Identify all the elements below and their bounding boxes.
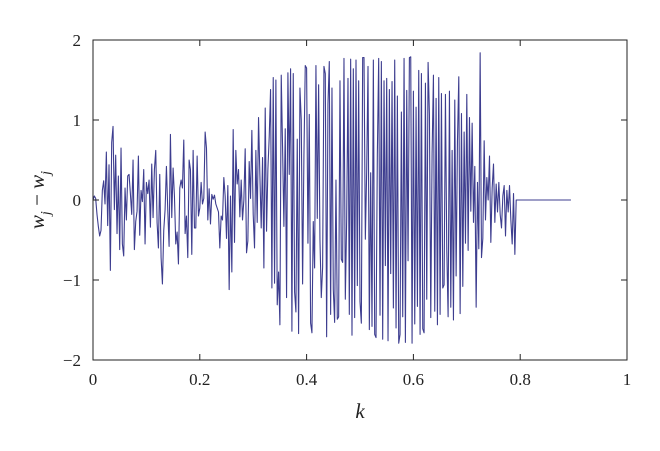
y-label-part-b-subscript: j: [39, 171, 54, 177]
plot-area: [92, 52, 571, 344]
y-axis-label: wj − wj: [25, 171, 54, 229]
x-tick-label: 0.6: [403, 370, 424, 389]
x-tick-label: 0.4: [296, 370, 318, 389]
y-tick-label: 2: [73, 31, 82, 50]
y-tick-label: −1: [63, 271, 81, 290]
x-tick-label: 0.8: [510, 370, 531, 389]
series-line-0: [92, 52, 571, 344]
y-label-part-a: w: [25, 215, 49, 229]
y-tick-label: −2: [63, 351, 81, 370]
y-label-operator: −: [25, 189, 49, 211]
x-tick-label: 1: [623, 370, 632, 389]
y-label-part-b: w: [25, 175, 49, 189]
y-tick-label: 0: [73, 191, 82, 210]
x-axis-label: k: [355, 399, 365, 423]
y-label-part-a-subscript: j: [39, 211, 54, 217]
y-tick-label: 1: [73, 111, 82, 130]
x-tick-label: 0.2: [189, 370, 210, 389]
plot-frame: [92, 39, 628, 361]
x-tick-label: 0: [89, 370, 98, 389]
